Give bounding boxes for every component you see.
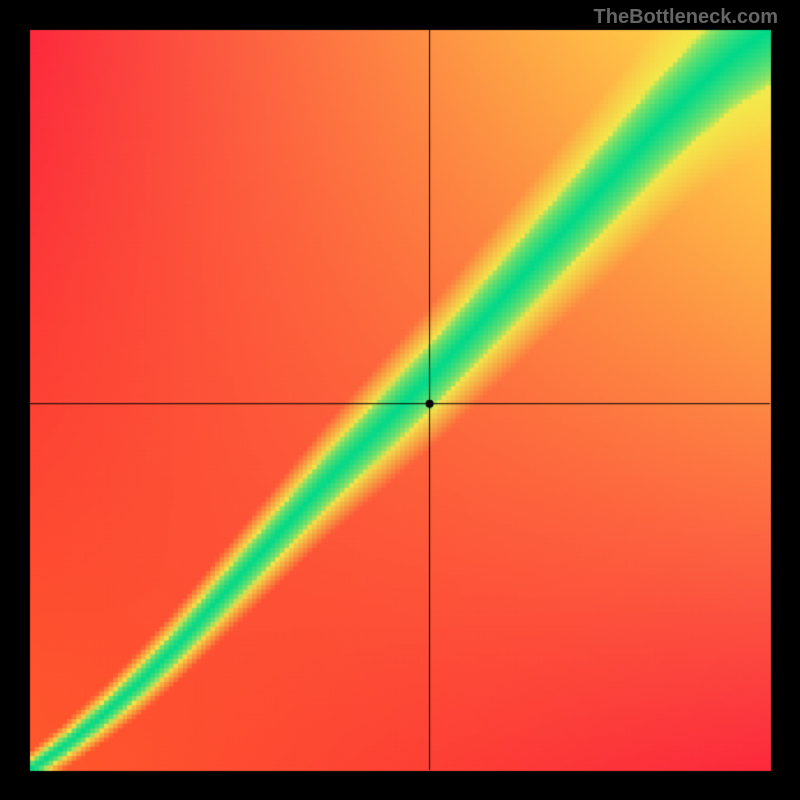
- bottleneck-heatmap: [0, 0, 800, 800]
- watermark-text: TheBottleneck.com: [594, 6, 778, 29]
